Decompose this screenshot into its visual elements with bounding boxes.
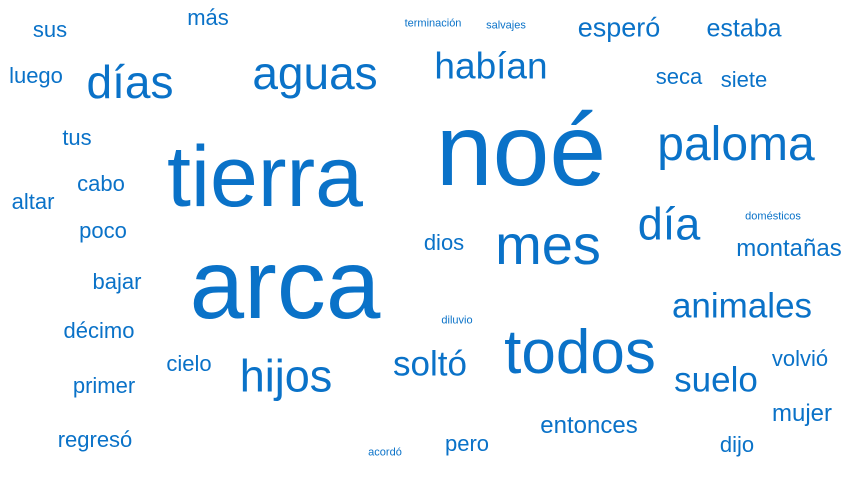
word-pero: pero bbox=[444, 431, 490, 456]
word-altar: altar bbox=[11, 189, 55, 214]
word-terminacion: terminación bbox=[404, 17, 462, 30]
word-dia: día bbox=[637, 198, 701, 250]
word-montanas: montañas bbox=[736, 235, 842, 262]
word-arca: arca bbox=[189, 229, 381, 339]
word-dijo: dijo bbox=[719, 432, 755, 457]
word-regreso: regresó bbox=[57, 427, 133, 452]
word-dias: días bbox=[86, 56, 174, 108]
word-paloma: paloma bbox=[657, 118, 815, 171]
word-habian: habían bbox=[434, 45, 548, 87]
word-aguas: aguas bbox=[252, 47, 378, 99]
word-cabo: cabo bbox=[77, 171, 125, 196]
word-tus: tus bbox=[62, 125, 92, 150]
word-suelo: suelo bbox=[674, 360, 758, 400]
word-noe: noé bbox=[435, 93, 607, 207]
word-estaba: estaba bbox=[706, 14, 782, 43]
word-volvio: volvió bbox=[771, 346, 829, 371]
word-domesticos: domésticos bbox=[745, 210, 801, 223]
word-seca: seca bbox=[655, 64, 703, 89]
word-mujer: mujer bbox=[771, 400, 833, 427]
word-dios: dios bbox=[423, 230, 465, 255]
word-espero: esperó bbox=[577, 12, 661, 43]
word-poco: poco bbox=[79, 218, 127, 243]
word-primer: primer bbox=[72, 373, 136, 398]
word-mas: más bbox=[187, 5, 229, 30]
word-diluvio: diluvio bbox=[441, 314, 473, 327]
word-mes: mes bbox=[495, 213, 601, 276]
word-acordo: acordó bbox=[368, 446, 402, 459]
word-cielo: cielo bbox=[166, 351, 212, 376]
word-todos: todos bbox=[504, 318, 656, 387]
word-luego: luego bbox=[9, 63, 63, 88]
word-salvajes: salvajes bbox=[486, 19, 526, 32]
word-decimo: décimo bbox=[63, 318, 135, 343]
word-bajar: bajar bbox=[92, 269, 142, 294]
word-entonces: entonces bbox=[540, 412, 638, 439]
word-animales: animales bbox=[671, 286, 813, 326]
word-solto: soltó bbox=[393, 344, 467, 384]
word-tierra: tierra bbox=[167, 129, 363, 225]
word-hijos: hijos bbox=[239, 350, 333, 402]
word-sus: sus bbox=[32, 17, 68, 42]
word-siete: siete bbox=[720, 67, 768, 92]
